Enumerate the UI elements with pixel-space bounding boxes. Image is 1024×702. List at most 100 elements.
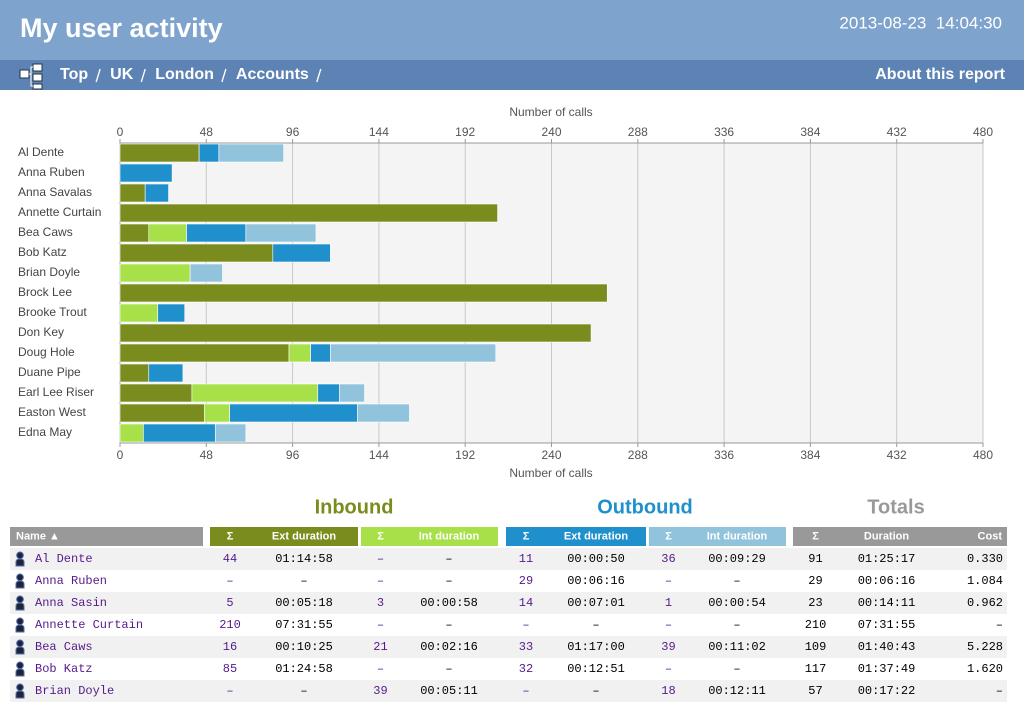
table-cell[interactable]: 14 xyxy=(519,596,533,610)
table-cell[interactable]: 3 xyxy=(377,596,384,610)
x-tick-label: 480 xyxy=(973,125,993,139)
table-cell[interactable]: – xyxy=(377,574,384,588)
x-axis-label: Number of calls xyxy=(509,105,592,119)
table-cell[interactable]: 11 xyxy=(519,552,533,566)
table-cell: 00:17:22 xyxy=(858,684,916,698)
table-cell[interactable]: 16 xyxy=(223,640,237,654)
table-cell: – xyxy=(733,618,740,632)
table-cell[interactable]: – xyxy=(226,684,233,698)
y-tick-label: Brooke Trout xyxy=(18,305,87,319)
bar-segment xyxy=(330,343,497,363)
table-cell[interactable]: – xyxy=(522,618,529,632)
column-header: Ext duration xyxy=(564,530,628,542)
x-tick-label: 288 xyxy=(628,125,648,139)
breadcrumb[interactable]: UK xyxy=(110,66,134,83)
table-cell[interactable]: 210 xyxy=(219,618,241,632)
user-name[interactable]: Bob Katz xyxy=(35,662,93,676)
table-cell: – xyxy=(445,618,452,632)
table-cell: 00:10:25 xyxy=(275,640,333,654)
table-cell[interactable]: 21 xyxy=(373,640,387,654)
bar-segment xyxy=(272,243,331,263)
table-cell: 00:09:29 xyxy=(708,552,766,566)
column-header: Int duration xyxy=(707,530,768,542)
table-cell: 1.084 xyxy=(967,574,1003,588)
x-tick-label: 480 xyxy=(973,448,993,462)
table-cell[interactable]: 29 xyxy=(519,574,533,588)
x-tick-label: 144 xyxy=(369,448,389,462)
table-cell: 00:06:16 xyxy=(858,574,916,588)
table-cell[interactable]: 32 xyxy=(519,662,533,676)
table-cell[interactable]: 36 xyxy=(661,552,675,566)
user-name[interactable]: Bea Caws xyxy=(35,640,93,654)
table-cell: – xyxy=(592,618,599,632)
header-cell xyxy=(688,527,786,546)
column-header: Duration xyxy=(864,530,910,542)
table-cell: 210 xyxy=(805,618,827,632)
table-cell[interactable]: 39 xyxy=(661,640,675,654)
bar-segment xyxy=(119,263,191,283)
table-cell: – xyxy=(592,684,599,698)
breadcrumb[interactable]: London xyxy=(155,66,214,83)
header-cell xyxy=(400,527,498,546)
table-cell: 01:17:00 xyxy=(567,640,625,654)
x-tick-label: 96 xyxy=(286,125,300,139)
column-header: Σ xyxy=(377,530,384,542)
bar-segment xyxy=(189,263,223,283)
x-tick-label: 192 xyxy=(455,125,475,139)
x-tick-label: 432 xyxy=(887,448,907,462)
table-cell[interactable]: 39 xyxy=(373,684,387,698)
section-title: Outbound xyxy=(597,496,693,518)
table-cell[interactable]: – xyxy=(665,618,672,632)
table-cell: – xyxy=(445,552,452,566)
y-tick-label: Earl Lee Riser xyxy=(18,385,94,399)
x-tick-label: 240 xyxy=(541,448,561,462)
breadcrumb[interactable]: Accounts xyxy=(236,66,309,83)
table-cell: – xyxy=(300,574,307,588)
table-cell[interactable]: – xyxy=(377,662,384,676)
user-name[interactable]: Annette Curtain xyxy=(35,618,143,632)
table-cell[interactable]: – xyxy=(522,684,529,698)
table-cell: 00:05:11 xyxy=(420,684,478,698)
table-cell: 109 xyxy=(805,640,827,654)
header-cell xyxy=(250,527,358,546)
column-header[interactable]: Name ▲ xyxy=(16,530,60,542)
breadcrumb[interactable]: Top xyxy=(60,66,88,83)
x-tick-label: 48 xyxy=(200,448,214,462)
table-cell[interactable]: 18 xyxy=(661,684,675,698)
table-cell[interactable]: 1 xyxy=(665,596,672,610)
table-cell[interactable]: – xyxy=(377,618,384,632)
user-name[interactable]: Anna Sasin xyxy=(35,596,107,610)
about-link[interactable]: About this report xyxy=(875,66,1005,83)
table-cell: 0.962 xyxy=(967,596,1003,610)
header-cell xyxy=(506,527,546,546)
x-tick-label: 0 xyxy=(117,125,124,139)
table-cell[interactable]: 5 xyxy=(226,596,233,610)
table-cell[interactable]: – xyxy=(377,552,384,566)
table-cell[interactable]: 85 xyxy=(223,662,237,676)
header-cell xyxy=(10,527,203,546)
column-header: Int duration xyxy=(419,530,480,542)
bar-segment xyxy=(214,423,247,443)
bar-segment xyxy=(119,223,150,243)
table-cell[interactable]: – xyxy=(665,662,672,676)
table-cell: 00:14:11 xyxy=(858,596,916,610)
table-cell[interactable]: – xyxy=(226,574,233,588)
y-tick-label: Brian Doyle xyxy=(18,265,80,279)
user-name[interactable]: Brian Doyle xyxy=(35,684,114,698)
bar-segment xyxy=(119,343,290,363)
x-axis-label: Number of calls xyxy=(509,466,592,480)
bar-segment xyxy=(218,143,284,163)
table-cell[interactable]: 44 xyxy=(223,552,237,566)
x-tick-label: 384 xyxy=(800,125,820,139)
table-cell[interactable]: 33 xyxy=(519,640,533,654)
user-name[interactable]: Al Dente xyxy=(35,552,93,566)
y-tick-label: Bea Caws xyxy=(18,225,73,239)
user-name[interactable]: Anna Ruben xyxy=(35,574,107,588)
datetime: 2013-08-23 14:04:30 xyxy=(839,13,1002,32)
bar-segment xyxy=(310,343,331,363)
bar-segment xyxy=(148,223,187,243)
table-cell[interactable]: – xyxy=(665,574,672,588)
table-cell: 00:05:18 xyxy=(275,596,333,610)
table-cell: – xyxy=(445,662,452,676)
breadcrumb-separator xyxy=(316,68,322,83)
